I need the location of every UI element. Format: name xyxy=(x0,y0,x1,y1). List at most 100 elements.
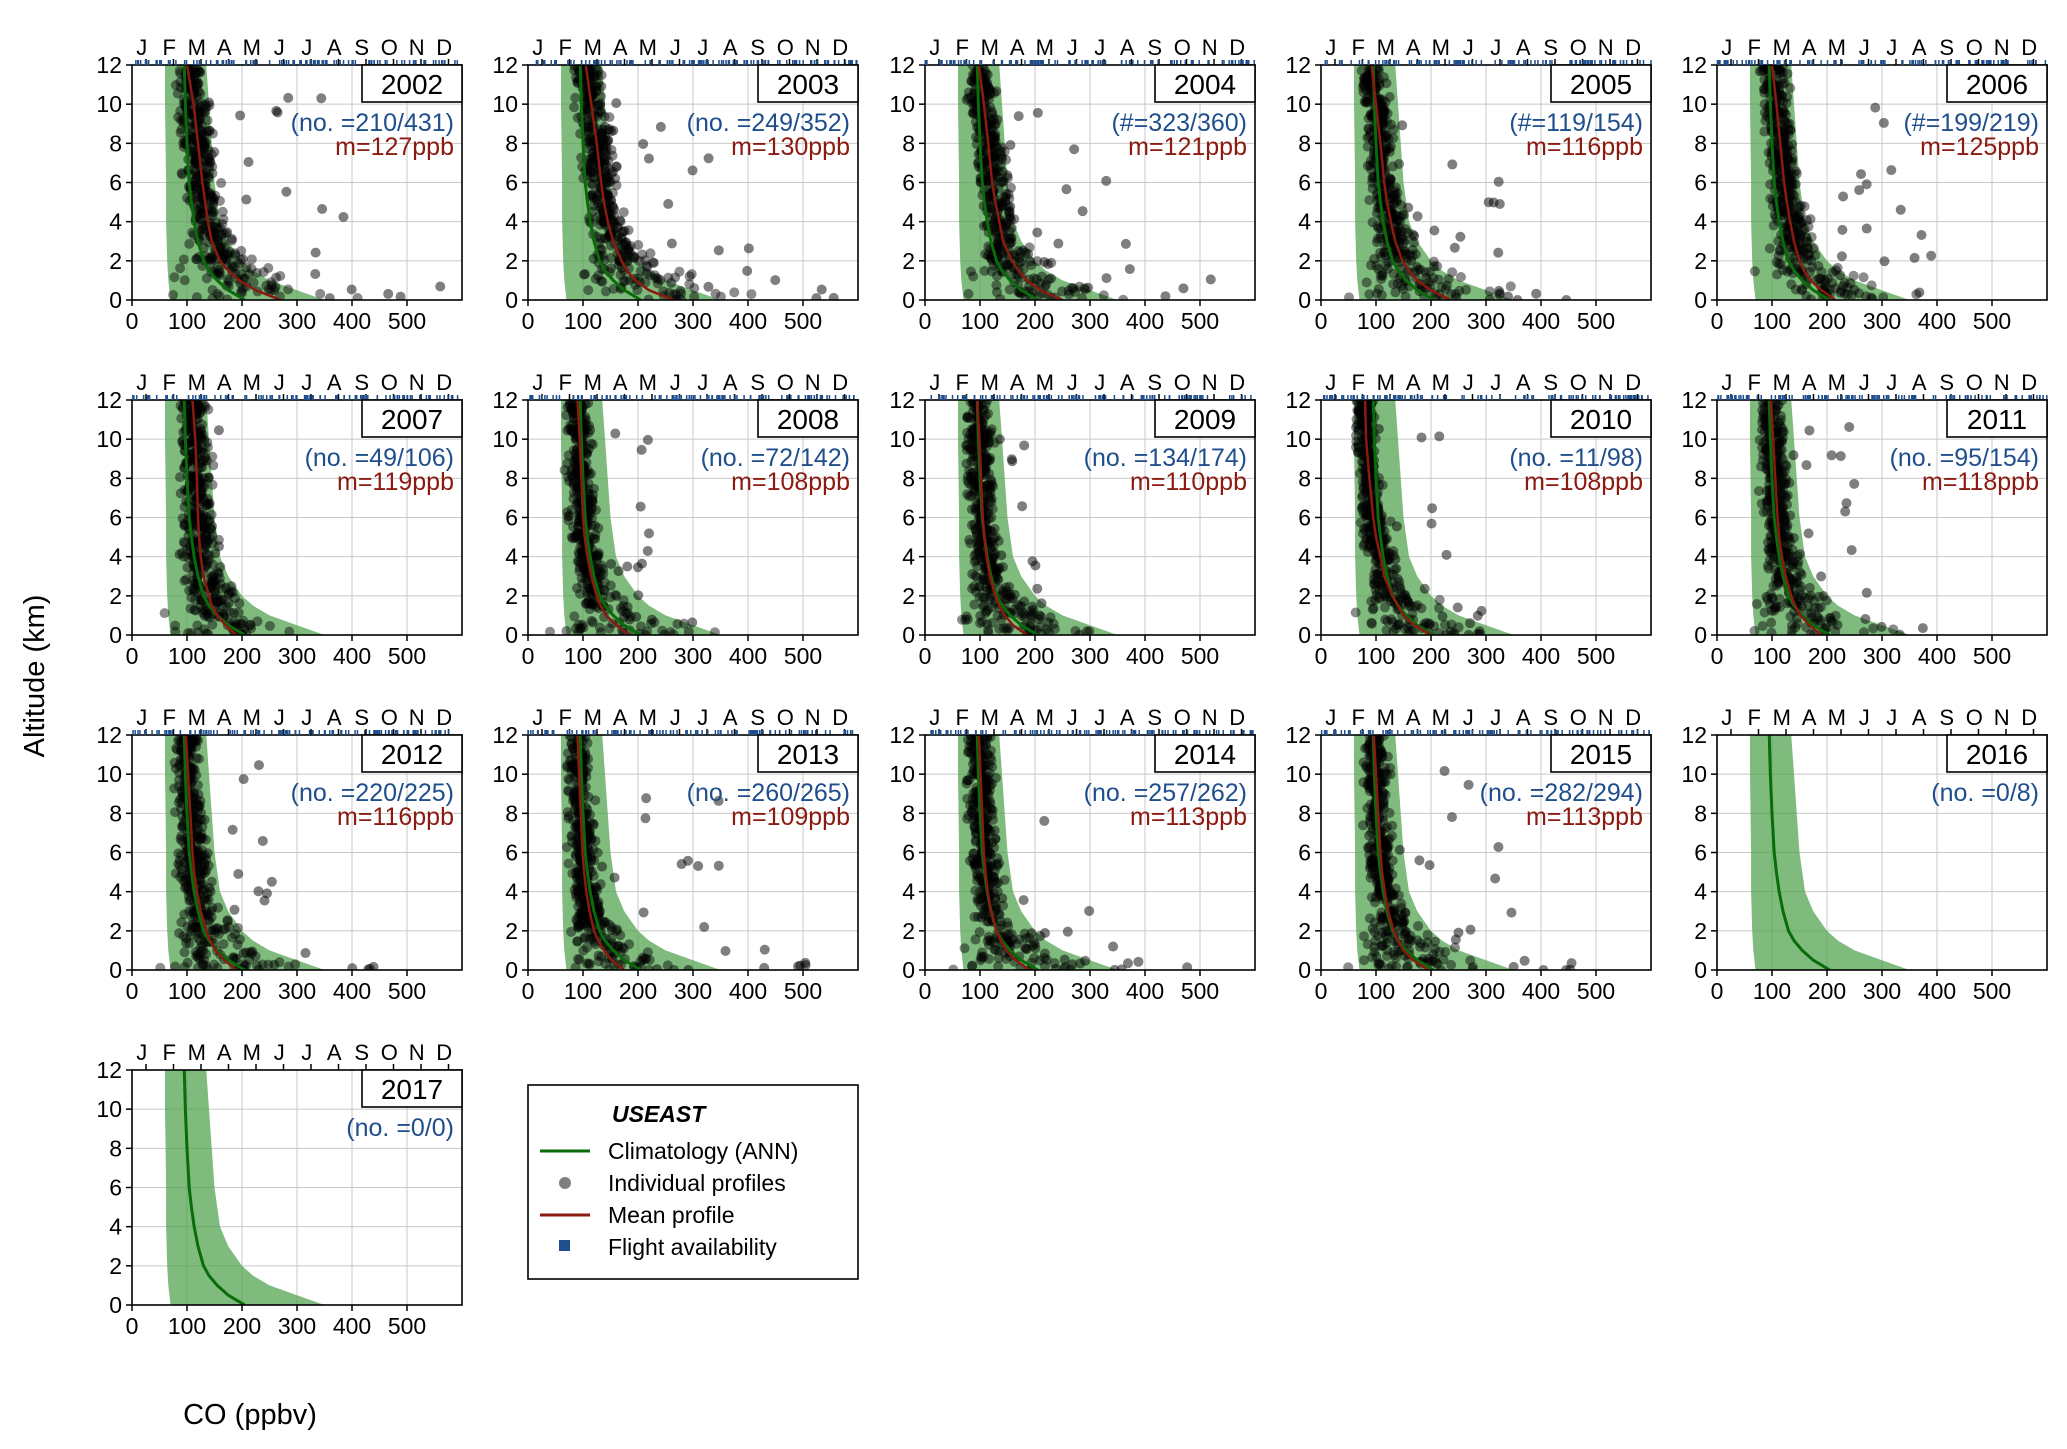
profile-point xyxy=(1384,179,1395,190)
profile-point xyxy=(170,80,181,91)
profile-point xyxy=(190,166,201,177)
month-label: F xyxy=(559,35,572,60)
profile-outlier xyxy=(1397,120,1408,131)
profile-point xyxy=(1070,286,1081,297)
profile-point xyxy=(1786,145,1797,156)
profile-point xyxy=(1360,97,1371,108)
mean-profile-line xyxy=(977,65,1064,300)
profile-point xyxy=(1006,232,1017,243)
profile-point xyxy=(1010,251,1021,262)
month-label: N xyxy=(805,35,821,60)
profile-point xyxy=(602,189,613,200)
y-tick-label: 0 xyxy=(1694,287,1707,313)
mean-label: m=130ppb xyxy=(731,133,850,161)
profile-point xyxy=(967,65,978,71)
profile-point xyxy=(1357,82,1368,93)
profile-point xyxy=(212,235,223,246)
profile-outlier xyxy=(1421,272,1432,283)
profile-point xyxy=(1398,283,1409,294)
profile-point xyxy=(992,242,1003,253)
profile-point xyxy=(962,614,973,625)
y-tick-label: 10 xyxy=(492,91,518,117)
profile-outlier xyxy=(213,597,224,608)
profile-point xyxy=(1006,237,1017,248)
profile-point xyxy=(1781,98,1792,109)
profile-point xyxy=(623,225,634,236)
profile-point xyxy=(588,200,599,211)
plot-area-2003 xyxy=(528,65,858,300)
profile-point xyxy=(182,544,193,555)
month-label: N xyxy=(805,370,821,395)
profile-point xyxy=(1838,281,1849,292)
y-tick-label: 2 xyxy=(109,583,122,609)
profile-point xyxy=(1799,224,1810,235)
profile-point xyxy=(1384,181,1395,192)
profile-point xyxy=(1057,286,1068,297)
profile-outlier xyxy=(632,562,643,573)
profile-point xyxy=(585,167,596,178)
y-tick-label: 10 xyxy=(96,426,122,452)
profile-point xyxy=(984,89,995,100)
profile-point xyxy=(609,216,620,227)
profile-point xyxy=(598,216,609,227)
profile-outlier xyxy=(1017,245,1028,256)
profile-point xyxy=(1782,68,1793,79)
profile-point xyxy=(986,203,997,214)
profile-point xyxy=(1005,234,1016,245)
profile-point xyxy=(1374,78,1385,89)
y-tick-label: 12 xyxy=(889,387,915,413)
profile-point xyxy=(201,273,212,284)
profile-point xyxy=(984,250,995,261)
profile-point xyxy=(1388,133,1399,144)
profile-point xyxy=(1344,292,1355,300)
x-tick-label: 100 xyxy=(564,643,602,669)
year-label: 2004 xyxy=(1174,69,1236,100)
profile-point xyxy=(208,460,219,471)
month-label: A xyxy=(1516,35,1531,60)
profile-point xyxy=(592,78,603,89)
profile-point xyxy=(569,611,580,622)
month-label: N xyxy=(1598,35,1614,60)
profile-outlier xyxy=(643,528,654,539)
month-label: A xyxy=(1120,370,1135,395)
flight-availability xyxy=(924,60,1256,65)
profile-point xyxy=(208,206,219,217)
month-label: J xyxy=(1094,370,1105,395)
x-tick-label: 200 xyxy=(1412,308,1450,334)
profile-outlier xyxy=(1493,247,1504,258)
profile-point xyxy=(234,258,245,269)
profile-point xyxy=(586,192,597,203)
profile-point xyxy=(996,151,1007,162)
y-tick-label: 0 xyxy=(109,287,122,313)
month-label: M xyxy=(1036,35,1054,60)
profile-point xyxy=(1440,284,1451,295)
x-tick-label: 100 xyxy=(1753,308,1791,334)
profile-point xyxy=(1361,74,1372,85)
profile-point xyxy=(237,283,248,294)
month-label: J xyxy=(929,35,940,60)
profile-outlier xyxy=(607,201,618,212)
profile-point xyxy=(588,167,599,178)
y-tick-label: 12 xyxy=(1285,52,1311,78)
profile-point xyxy=(1790,284,1801,295)
y-tick-label: 6 xyxy=(902,505,915,531)
profile-point xyxy=(963,92,974,103)
profile-point xyxy=(1791,206,1802,217)
profile-point xyxy=(968,96,979,107)
profile-point xyxy=(992,236,1003,247)
profile-point xyxy=(1382,263,1393,274)
profile-point xyxy=(965,92,976,103)
profile-point xyxy=(1378,72,1389,83)
profile-point xyxy=(583,122,594,133)
profile-point xyxy=(229,261,240,272)
profile-point xyxy=(1866,280,1877,291)
profile-point xyxy=(203,173,214,184)
profile-point xyxy=(989,218,1000,229)
year-label: 2005 xyxy=(1570,69,1632,100)
month-label: M xyxy=(981,35,999,60)
profile-point xyxy=(983,185,994,196)
profile-outlier xyxy=(1483,197,1494,208)
profile-point xyxy=(601,151,612,162)
profile-point xyxy=(1410,249,1421,260)
profile-point xyxy=(583,285,594,296)
